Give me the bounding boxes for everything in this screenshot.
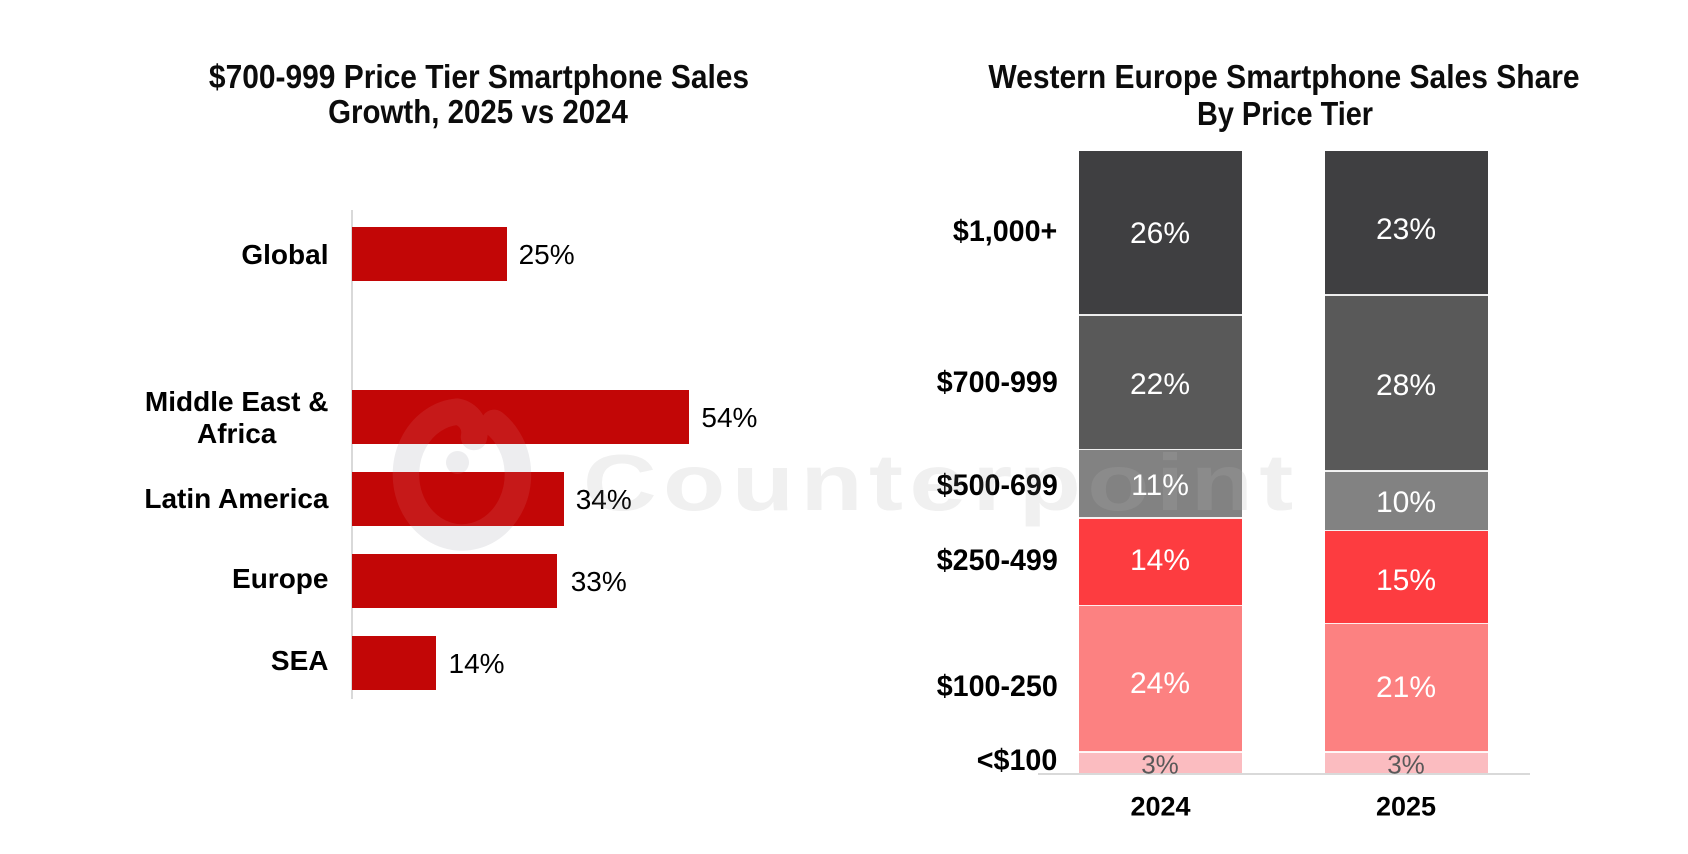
svg-text:Counterpoint: Counterpoint	[583, 438, 1300, 527]
